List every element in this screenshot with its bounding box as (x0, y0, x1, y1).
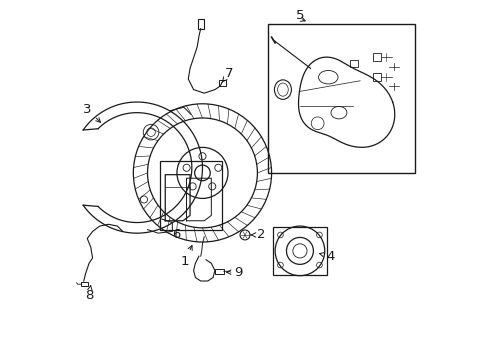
Text: 7: 7 (222, 67, 233, 82)
Text: 6: 6 (172, 229, 180, 242)
Bar (349, 60, 358, 67)
Circle shape (199, 153, 206, 160)
Bar (372, 73, 381, 81)
Text: 5: 5 (295, 9, 304, 22)
Bar (268, 24, 415, 173)
Bar (198, 19, 203, 29)
Text: 2: 2 (251, 229, 265, 242)
Text: 8: 8 (85, 285, 93, 302)
Circle shape (195, 165, 210, 181)
Circle shape (293, 244, 307, 258)
Bar (160, 161, 222, 230)
Text: 9: 9 (226, 266, 242, 279)
Circle shape (215, 164, 222, 171)
Bar (215, 269, 224, 274)
Circle shape (183, 164, 190, 171)
Circle shape (209, 183, 216, 190)
Bar (219, 80, 225, 86)
Text: 4: 4 (319, 250, 334, 263)
Bar (372, 54, 381, 61)
Bar (273, 227, 326, 275)
Text: 3: 3 (83, 103, 100, 122)
Circle shape (189, 183, 196, 190)
Text: 1: 1 (180, 246, 192, 268)
Bar (81, 282, 88, 286)
